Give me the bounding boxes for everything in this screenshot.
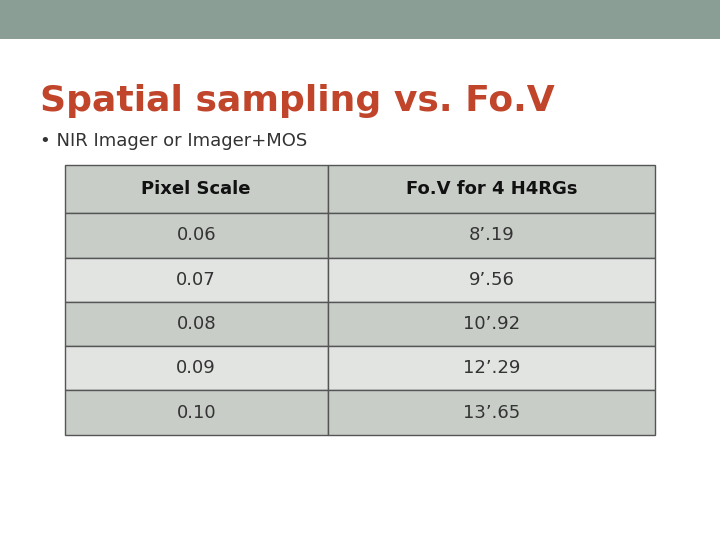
Text: 0.10: 0.10 <box>176 403 216 422</box>
Text: 0.08: 0.08 <box>176 315 216 333</box>
Text: 12’.29: 12’.29 <box>463 359 520 377</box>
Text: 8’.19: 8’.19 <box>469 226 514 245</box>
Text: Fo.V for 4 H4RGs: Fo.V for 4 H4RGs <box>405 180 577 198</box>
Text: 0.07: 0.07 <box>176 271 216 289</box>
Text: 13’.65: 13’.65 <box>463 403 520 422</box>
Text: 0.09: 0.09 <box>176 359 216 377</box>
Text: • NIR Imager or Imager+MOS: • NIR Imager or Imager+MOS <box>40 132 307 150</box>
Text: Spatial sampling vs. Fo.V: Spatial sampling vs. Fo.V <box>40 84 554 118</box>
Text: Pixel Scale: Pixel Scale <box>141 180 251 198</box>
Text: 0.06: 0.06 <box>176 226 216 245</box>
Text: 9’.56: 9’.56 <box>469 271 514 289</box>
Text: 10’.92: 10’.92 <box>463 315 520 333</box>
